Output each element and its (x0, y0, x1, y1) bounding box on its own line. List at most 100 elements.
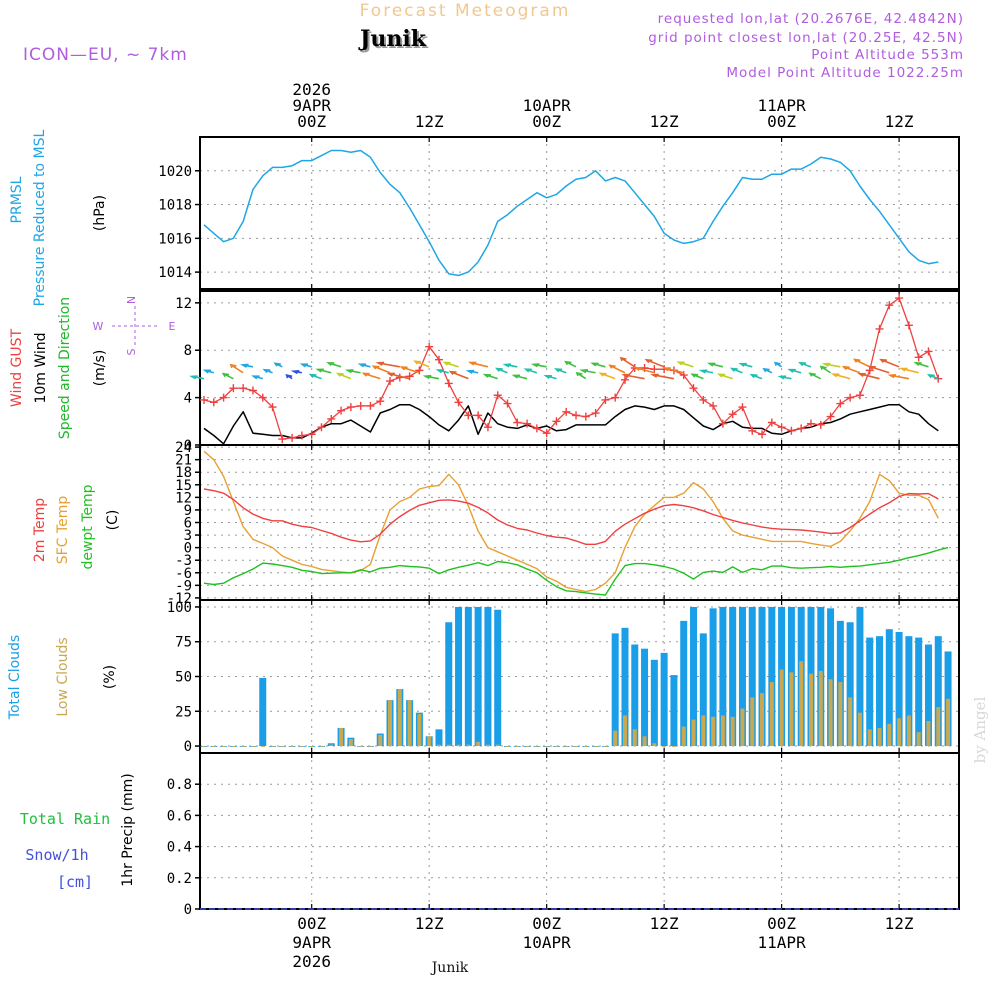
low-cloud-bar (358, 746, 363, 747)
wind-direction-arrow (299, 363, 312, 368)
y-tick-label: 6 (184, 516, 192, 532)
total-cloud-bar (709, 608, 717, 747)
arrow-head (853, 358, 861, 363)
arrow-head (523, 368, 532, 373)
arrow-shaft (859, 373, 880, 380)
low-cloud-bar (887, 723, 892, 747)
wind-direction-arrow (494, 367, 508, 374)
arrow-shaft (652, 374, 675, 380)
t2m-line (203, 488, 939, 545)
arrow-head (335, 372, 344, 377)
arrow-head (608, 364, 616, 369)
panel-frame (199, 752, 960, 910)
total-cloud-bar (915, 637, 923, 747)
arrow-head (511, 374, 521, 379)
wind-label: 10m Wind (33, 332, 49, 403)
low-cloud-bar (348, 739, 353, 747)
low-cloud-bar (730, 716, 735, 747)
compass-north: N (125, 296, 138, 304)
low-cloud-bar (544, 746, 549, 747)
y-tick-label: 100 (167, 600, 192, 616)
pressure-label-long: Pressure Reduced to MSL (32, 129, 48, 306)
total-cloud-bar (866, 637, 874, 747)
low-cloud-bar (613, 730, 618, 747)
gust-marker (875, 324, 884, 333)
wind-direction-arrow (413, 360, 430, 368)
arrow-head (543, 375, 552, 379)
wind-direction-arrow (290, 369, 303, 375)
low-cloud-bar (838, 682, 843, 747)
low-cloud-bar (446, 744, 451, 747)
gust-marker (552, 417, 561, 426)
low-cloud-bar (711, 716, 716, 747)
wind-direction-arrow (716, 373, 733, 380)
arrow-shaft (230, 364, 244, 374)
total-cloud-bar (445, 622, 453, 747)
gust-marker (327, 414, 336, 423)
arrow-head (887, 373, 897, 379)
wind-direction-arrow (676, 361, 694, 368)
gust-marker (386, 377, 395, 386)
low-cloud-bar (760, 693, 765, 747)
arrow-head (821, 362, 831, 367)
wind-direction-arrow (738, 362, 753, 368)
low-cloud-bar (407, 700, 412, 747)
gust-marker (689, 384, 698, 393)
arrow-head (575, 371, 583, 377)
gust-marker (826, 412, 835, 421)
low-cloud-bar (936, 707, 941, 747)
low-cloud-bar (554, 746, 559, 747)
bottom-axis-label: 12Z (650, 914, 679, 933)
arrow-shaft (880, 358, 900, 368)
arrow-shaft (609, 364, 626, 374)
cloud-panel: 0 25 50 75 100 (167, 599, 960, 755)
t2m-label: 2m Temp (32, 498, 48, 562)
y-tick-label: 0.6 (167, 808, 192, 824)
arrow-head (621, 373, 630, 378)
arrow-head (361, 372, 370, 377)
gust-marker (934, 374, 943, 383)
total-cloud-bar (856, 606, 864, 747)
total-cloud-bar (699, 633, 707, 747)
low-cloud-bar (388, 700, 393, 747)
arrow-head (399, 366, 408, 371)
gust-marker (728, 410, 737, 419)
wind-direction-arrow (399, 366, 420, 374)
panel-frame (199, 136, 960, 290)
low-cloud-bar (270, 746, 275, 747)
arrow-head (465, 369, 475, 374)
top-axis-label: 12Z (885, 112, 914, 131)
wind-direction-arrow (482, 373, 498, 380)
total-cloud-bar (484, 606, 492, 747)
y-tick-label: 24 (175, 440, 192, 456)
gust-marker (297, 431, 306, 440)
arrow-head (221, 372, 230, 378)
gust-marker (611, 393, 620, 402)
wind-direction-arrow (857, 372, 880, 380)
wind-direction-arrow (229, 363, 244, 374)
location-title: Junik (358, 26, 427, 52)
top-axis-label: 00Z (767, 112, 796, 131)
compass-south: S (125, 348, 138, 355)
total-cloud-bar (621, 627, 629, 747)
gridpoint-coords: grid point closest lon,lat (20.25E, 42.5… (648, 30, 964, 46)
wind-direction-arrow (798, 361, 812, 368)
wind-direction-arrow (308, 373, 322, 380)
arrow-head (422, 374, 432, 380)
low-cloud-bar (466, 744, 471, 747)
low-cloud-bar (564, 746, 569, 747)
gust-marker (493, 391, 502, 400)
rain-label: Total Rain (20, 810, 110, 828)
arrow-head (899, 367, 908, 372)
arrow-head (564, 360, 572, 366)
low-cloud-bar (701, 715, 706, 747)
gust-marker (738, 403, 747, 412)
low-cloud-bar (299, 746, 304, 747)
arrow-head (239, 363, 249, 368)
low-cloud-bar (799, 661, 804, 747)
arrow-shaft (869, 365, 890, 374)
arrow-head (448, 370, 457, 376)
arrow-head (690, 373, 699, 378)
arrow-head (698, 369, 708, 374)
